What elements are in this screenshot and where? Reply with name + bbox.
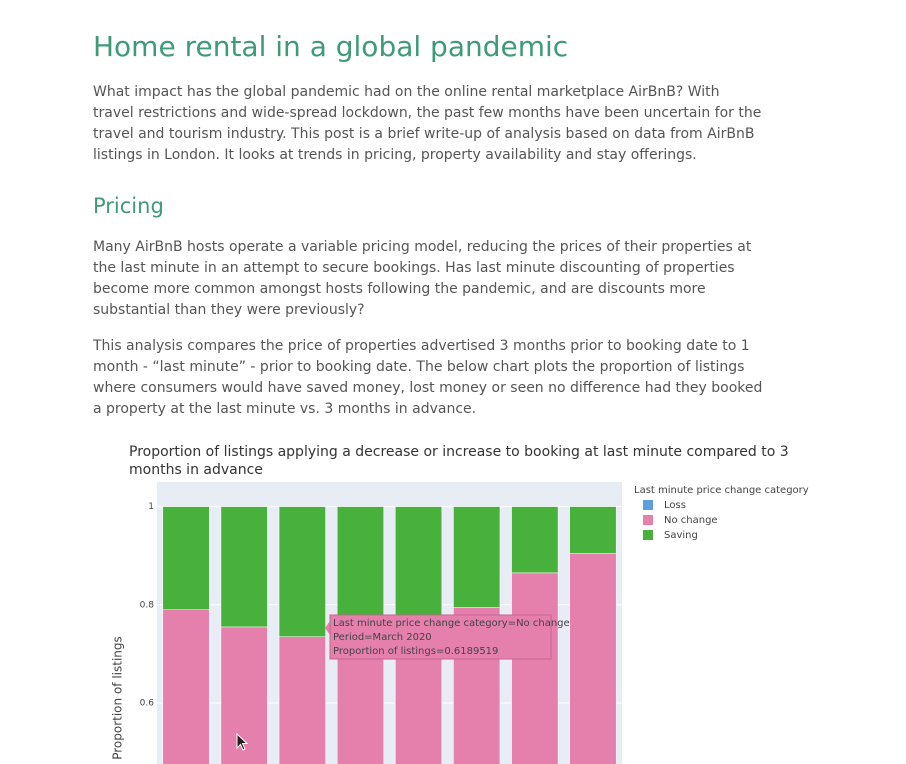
bar-segment [569, 552, 617, 764]
y-tick-label: 0.6 [140, 699, 155, 709]
legend-label: No change [664, 515, 718, 526]
intro-paragraph: What impact has the global pandemic had … [93, 84, 762, 163]
bar-segment [220, 506, 268, 628]
legend-swatch [643, 530, 653, 540]
chart-title: Proportion of listings applying a decrea… [129, 444, 789, 478]
chart: Proportion of listings applying a decrea… [111, 444, 809, 764]
bar-segment [336, 506, 384, 635]
tooltip: Last minute price change category=No cha… [325, 614, 570, 660]
bar-segment [453, 506, 501, 608]
paragraph: This analysis compares the price of prop… [93, 338, 763, 417]
mouse-cursor [236, 732, 249, 751]
legend-label: Loss [664, 500, 686, 511]
bar-segment [278, 636, 326, 764]
tooltip-line: Period=March 2020 [333, 632, 432, 643]
legend-swatch [643, 500, 653, 510]
bar-segment [278, 506, 326, 638]
tooltip-pointer [325, 621, 330, 635]
tooltip-line: Proportion of listings=0.6189519 [333, 646, 498, 657]
page-title: Home rental in a global pandemic [93, 30, 569, 63]
y-tick-label: 1 [148, 502, 154, 512]
section-heading: Pricing [93, 194, 164, 218]
tooltip-line: Last minute price change category=No cha… [333, 618, 570, 629]
y-axis-label: Proportion of listings [111, 636, 125, 760]
bar-segment [162, 506, 210, 610]
bar-segment [162, 609, 210, 764]
legend-swatch [643, 515, 653, 525]
y-tick-label: 0.8 [140, 600, 155, 610]
legend-label: Saving [664, 530, 698, 541]
bar-segment [395, 506, 443, 633]
bar-segment [511, 572, 559, 764]
tooltip-box [329, 614, 552, 660]
paragraph: Many AirBnB hosts operate a variable pri… [93, 239, 752, 318]
bar-segment [569, 506, 617, 554]
legend-title: Last minute price change category [634, 485, 809, 496]
chart-title-box: Proportion of listings applying a decrea… [129, 444, 789, 478]
bar-segment [511, 506, 559, 574]
